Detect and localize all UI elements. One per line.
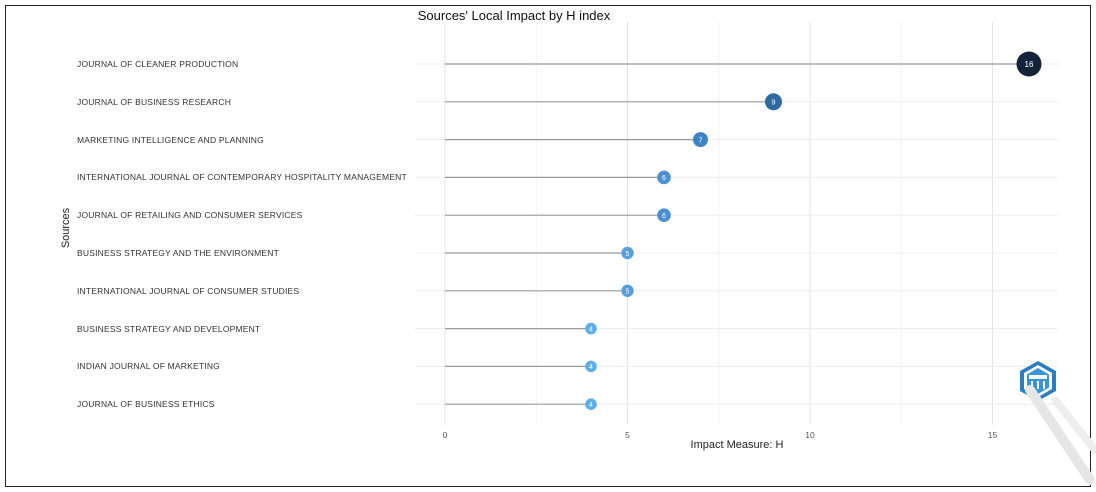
x-tick-label: 0 [442,430,448,440]
y-tick-label: INTERNATIONAL JOURNAL OF CONTEMPORARY HO… [77,172,407,183]
data-label: 6 [662,213,666,220]
y-tick-label: INDIAN JOURNAL OF MARKETING [77,361,220,372]
y-axis-label: Sources [60,207,72,249]
lollipop-dot [585,360,597,373]
x-tick-label: 5 [625,430,630,440]
y-tick-label: MARKETING INTELLIGENCE AND PLANNING [77,134,264,145]
lollipop-dot [657,208,671,222]
lollipop-dot [1016,51,1042,77]
figure-frame [5,5,1091,487]
lollipop-dot [621,246,634,260]
data-label: 4 [589,326,593,333]
data-label: 16 [1025,60,1034,69]
lollipop-dot [585,322,597,335]
lollipop-dot [585,398,597,411]
y-tick-label: BUSINESS STRATEGY AND DEVELOPMENT [77,323,261,334]
chart-title: Sources' Local Impact by H index [417,8,611,23]
data-label: 4 [589,364,593,371]
x-tick-label: 10 [805,430,815,440]
lollipop-dot [621,284,634,297]
y-tick-label: JOURNAL OF BUSINESS RESEARCH [77,96,232,107]
lollipop-dot [657,170,671,185]
data-label: 9 [772,100,776,107]
lollipop-dot [693,132,708,148]
x-tick-label: 15 [987,430,998,440]
y-tick-label: JOURNAL OF CLEANER PRODUCTION [77,59,239,69]
data-label: 4 [589,402,593,409]
data-label: 7 [699,137,703,144]
lollipop-dot [765,93,782,111]
data-label: 5 [626,289,630,296]
data-label: 6 [662,175,666,182]
data-label: 5 [626,251,630,258]
y-tick-label: BUSINESS STRATEGY AND THE ENVIRONMENT [77,248,279,258]
y-tick-label: JOURNAL OF RETAILING AND CONSUMER SERVIC… [77,210,303,221]
x-axis-label: Impact Measure: H [690,439,784,451]
corner-watermark [1025,385,1096,485]
y-tick-label: JOURNAL OF BUSINESS ETHICS [77,399,215,410]
y-tick-label: INTERNATIONAL JOURNAL OF CONSUMER STUDIE… [77,285,300,296]
